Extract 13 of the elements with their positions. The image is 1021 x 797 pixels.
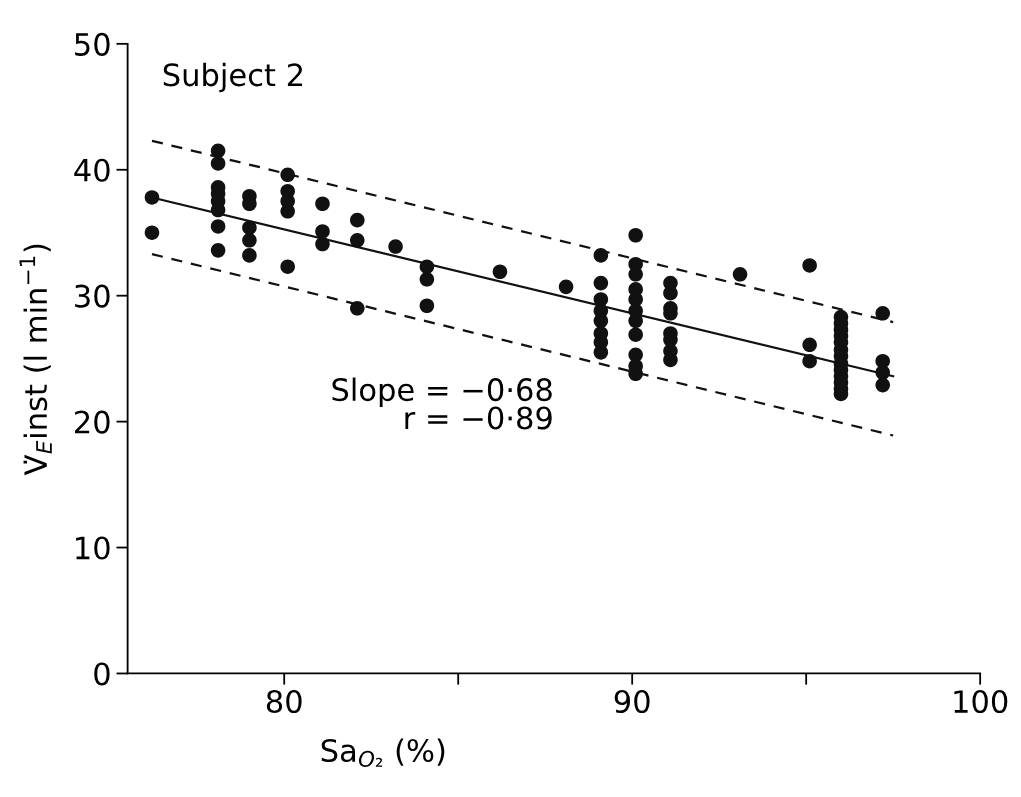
x-axis-title: Sa$_{O₂}$ (%) <box>321 738 445 767</box>
text: Subject 2 <box>163 62 303 93</box>
y-tick-label: 40 <box>74 158 110 182</box>
y-tick-label: 20 <box>75 410 110 434</box>
y-tick-label: 50 <box>75 32 110 56</box>
y-axis-title: V̇$_{E}$inst (l min$^{−1}$) <box>19 244 52 476</box>
x-tick-label: 80 <box>266 689 302 714</box>
x-tick-label: 100 <box>954 689 1008 714</box>
y-tick-label: 0 <box>94 662 110 686</box>
y-tick-label: 30 <box>75 284 110 308</box>
annotation: r = −0·89 <box>405 406 552 430</box>
y-tick-label: 10 <box>76 536 110 560</box>
x-tick-label: 90 <box>614 689 650 714</box>
